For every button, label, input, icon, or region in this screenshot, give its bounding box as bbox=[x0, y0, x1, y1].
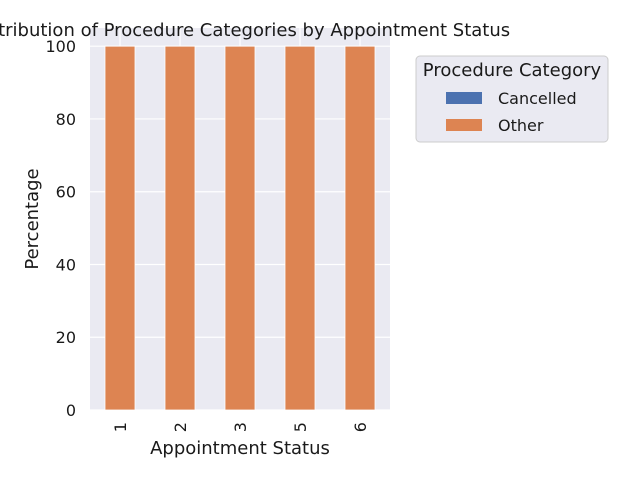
bar-other-5 bbox=[284, 45, 316, 411]
y-tick-label: 20 bbox=[56, 328, 76, 347]
bar-other-2 bbox=[164, 45, 196, 411]
x-tick-label: 6 bbox=[351, 422, 370, 432]
bars bbox=[104, 45, 376, 411]
x-tick-label: 5 bbox=[291, 422, 310, 432]
legend: Procedure Category Cancelled Other bbox=[415, 55, 609, 143]
chart-title: Distribution of Procedure Categories by … bbox=[0, 20, 510, 41]
legend-swatch-cancelled bbox=[446, 92, 482, 104]
x-axis-label: Appointment Status bbox=[150, 438, 330, 459]
y-tick-label: 60 bbox=[56, 183, 76, 202]
y-tick-label: 80 bbox=[56, 110, 76, 129]
x-tick-label: 3 bbox=[231, 422, 250, 432]
bar-other-3 bbox=[224, 45, 256, 411]
legend-label-cancelled: Cancelled bbox=[498, 89, 577, 108]
bar-other-1 bbox=[104, 45, 136, 411]
legend-items: Cancelled Other bbox=[446, 89, 577, 135]
y-tick-label: 100 bbox=[45, 37, 76, 56]
y-tick-label: 0 bbox=[66, 401, 76, 420]
bar-other-6 bbox=[344, 45, 376, 411]
legend-swatch-other bbox=[446, 119, 482, 131]
y-axis-label: Percentage bbox=[22, 168, 43, 269]
x-axis-ticks: 1 2 3 5 6 bbox=[111, 422, 370, 432]
x-tick-label: 2 bbox=[171, 422, 190, 432]
legend-title: Procedure Category bbox=[423, 60, 602, 81]
x-tick-label: 1 bbox=[111, 422, 130, 432]
y-tick-label: 40 bbox=[56, 255, 76, 274]
y-axis-ticks: 0 20 40 60 80 100 bbox=[45, 37, 76, 420]
legend-label-other: Other bbox=[498, 116, 544, 135]
